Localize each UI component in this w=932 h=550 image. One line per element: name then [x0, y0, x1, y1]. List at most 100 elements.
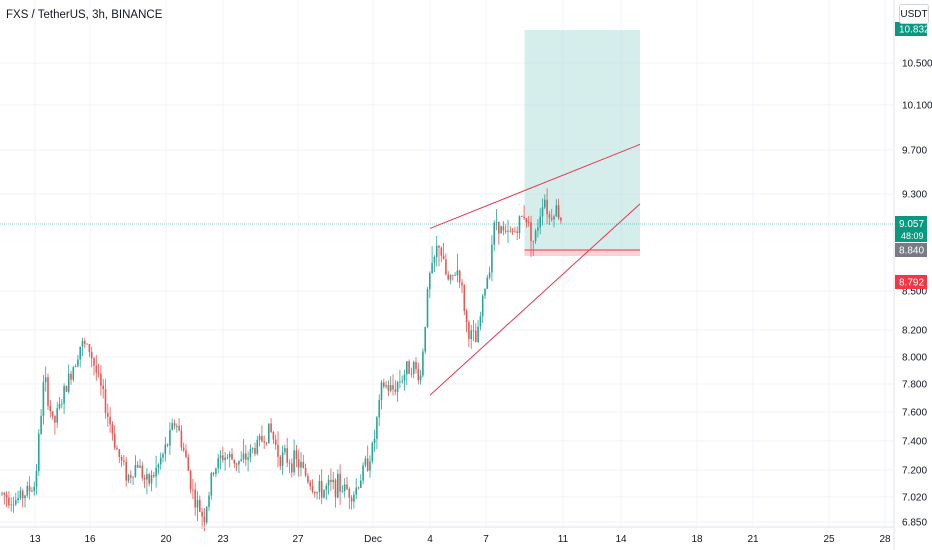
candle-body [295, 450, 298, 460]
candle-body [403, 374, 406, 381]
candle-body [495, 221, 498, 223]
candle-body [116, 447, 118, 450]
candle-body [42, 382, 45, 416]
candle-body [8, 497, 10, 506]
candle-body [447, 274, 449, 280]
candle-body [332, 479, 334, 483]
candle-body [130, 475, 132, 478]
candle-body [120, 456, 123, 461]
candle-body [40, 415, 42, 434]
candle-body [247, 457, 249, 460]
candle-body [104, 389, 107, 413]
price-tick-label: 10.500 [902, 59, 932, 70]
candle-body [240, 459, 242, 461]
candle-body [74, 366, 77, 368]
candle-body [504, 230, 507, 232]
candle-body [557, 205, 560, 218]
candle-body [560, 217, 562, 221]
candle-body [192, 489, 194, 491]
symbol-title[interactable]: FXS / TetherUS, 3h, BINANCE [6, 9, 163, 21]
candle-body [153, 475, 155, 477]
time-tick-label: 25 [823, 534, 835, 545]
candle-body [166, 444, 169, 446]
candle-body [291, 463, 293, 473]
candle-body [304, 467, 307, 476]
candle-body [500, 226, 502, 234]
candle-body [523, 216, 525, 219]
candle-body [373, 438, 376, 443]
candle-body [337, 473, 339, 498]
candle-body [79, 346, 81, 360]
candle-body [507, 230, 509, 232]
candle-body [394, 389, 397, 392]
candle-body [302, 461, 305, 468]
candle-body [371, 442, 374, 462]
wedge-upper-trendline[interactable] [429, 143, 641, 229]
candle-body [406, 361, 408, 375]
candle-body [72, 367, 75, 380]
time-tick-label: 13 [29, 534, 41, 545]
candle-body [518, 216, 521, 234]
long-position-stop-zone[interactable] [524, 250, 641, 256]
wedge-lower-trendline[interactable] [429, 203, 641, 396]
long-position-target-zone[interactable] [524, 30, 641, 250]
candle-body [272, 431, 275, 440]
candle-body [77, 359, 79, 367]
candle-body [150, 475, 153, 484]
candle-body [320, 480, 323, 498]
candle-body [477, 326, 479, 343]
candle-body [19, 490, 22, 498]
candle-body [15, 500, 17, 505]
candle-body [93, 358, 95, 366]
time-tick-label: 7 [483, 534, 489, 545]
candle-body [178, 425, 180, 431]
candle-body [194, 489, 196, 508]
price-tick-label: 10.100 [902, 101, 932, 112]
candle-body [222, 455, 224, 461]
candle-body [226, 457, 229, 459]
candle-body [380, 382, 383, 401]
candle-body [516, 231, 518, 234]
candle-body [56, 408, 58, 423]
candle-body [35, 470, 38, 487]
candle-body [245, 453, 247, 460]
candle-body [514, 231, 516, 233]
candle-body [316, 492, 318, 494]
candle-body [311, 486, 314, 492]
candle-body [475, 330, 477, 343]
price-tick-label: 8.500 [902, 287, 927, 298]
candle-body [171, 423, 173, 430]
candle-body [396, 382, 399, 392]
time-tick-label: Dec [364, 534, 382, 545]
candle-body [84, 341, 86, 344]
candle-body [385, 385, 387, 387]
candle-body [286, 448, 288, 463]
candle-body [118, 449, 121, 457]
target-price-label-bg [895, 22, 927, 36]
candle-body [208, 495, 210, 507]
candle-body [297, 459, 300, 468]
stop-price-label-bg [895, 275, 927, 289]
price-axis[interactable]: 10.500 10.100 9.700 9.300 8.500 8.200 8.000 7.8… [902, 59, 932, 529]
time-tick-label: 27 [292, 534, 304, 545]
candle-body [109, 416, 111, 425]
candle-body [537, 227, 539, 231]
candle-body [88, 344, 91, 353]
candle-body [366, 458, 369, 471]
candle-body [102, 385, 104, 390]
candle-body [86, 343, 88, 345]
candle-body [426, 289, 429, 327]
candle-body [364, 458, 367, 466]
candle-body [139, 465, 141, 468]
candle-body [468, 322, 470, 340]
candle-body [479, 316, 482, 327]
candle-body [164, 444, 167, 454]
candle-body [440, 247, 443, 256]
candlestick-series [1, 188, 562, 532]
currency-button[interactable]: USDT [899, 4, 929, 24]
candle-body [146, 474, 148, 480]
time-axis[interactable]: 13 16 20 23 27 Dec 4 7 11 14 18 21 25 28 [29, 534, 891, 545]
candle-body [180, 430, 183, 448]
candle-body [17, 497, 19, 501]
